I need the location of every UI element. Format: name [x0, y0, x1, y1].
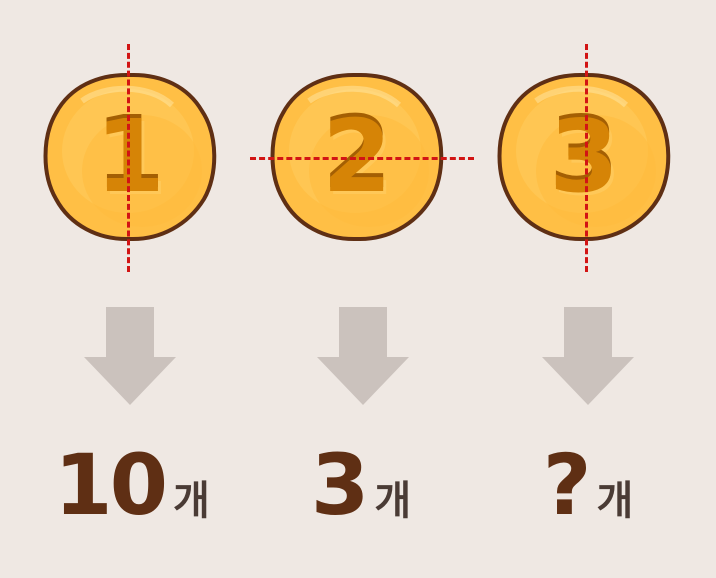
answer-1-unit: 개 — [173, 478, 210, 524]
coin-1: 1 — [42, 71, 218, 243]
coin-3-digit: 3 — [549, 98, 619, 215]
answer-3: ? 개 — [478, 436, 698, 534]
answer-3-number: ? — [542, 436, 592, 534]
coin-2-horizontal-cut-line — [250, 157, 474, 160]
coin-1-digit: 1 — [95, 98, 165, 215]
answer-1-number: 10 — [54, 436, 168, 534]
coin-3: 3 — [496, 71, 672, 243]
coin-3-vertical-cut-line — [585, 44, 588, 272]
answer-3-unit: 개 — [596, 478, 634, 524]
arrow-down-icon — [82, 305, 178, 407]
answer-1: 10 개 — [22, 436, 242, 534]
coin-2: 2 — [269, 71, 445, 243]
coin-icon — [497, 72, 671, 242]
answer-2-number: 3 — [310, 436, 369, 534]
arrow-down-icon — [315, 305, 411, 407]
answer-2-unit: 개 — [374, 478, 412, 524]
coin-icon — [270, 72, 444, 242]
coin-1-vertical-cut-line — [127, 44, 130, 272]
answer-2: 3 개 — [251, 436, 471, 534]
coin-2-digit: 2 — [322, 98, 392, 215]
arrow-down-icon — [540, 305, 636, 407]
